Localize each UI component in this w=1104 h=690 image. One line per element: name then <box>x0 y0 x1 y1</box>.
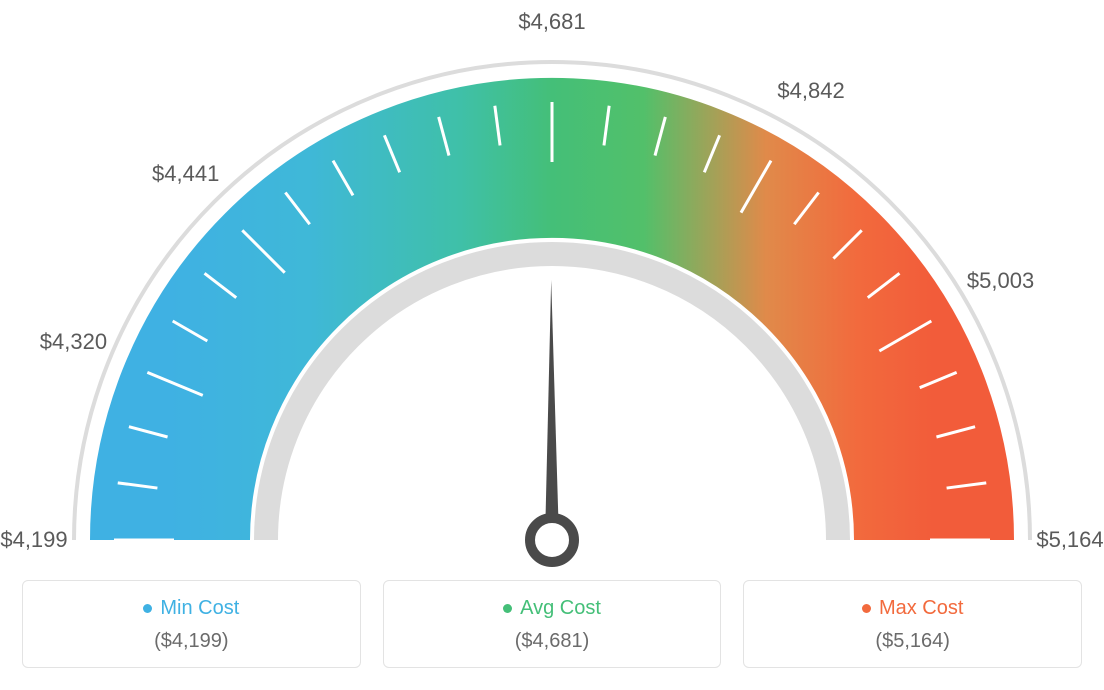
legend-title-max: Max Cost <box>862 597 963 620</box>
gauge-tick-label: $4,320 <box>40 329 107 355</box>
gauge-svg <box>22 20 1082 580</box>
gauge-tick-label: $4,199 <box>0 527 67 553</box>
gauge-tick-label: $4,681 <box>518 9 585 35</box>
gauge-tick-label: $5,164 <box>1036 527 1103 553</box>
legend-title-text: Max Cost <box>879 597 963 620</box>
gauge-tick-label: $4,441 <box>152 161 219 187</box>
legend-dot-avg <box>503 604 512 613</box>
gauge-tick-label: $4,842 <box>777 78 844 104</box>
gauge-chart: $4,199$4,320$4,441$4,681$4,842$5,003$5,1… <box>22 20 1082 580</box>
legend-value-min: ($4,199) <box>154 630 229 653</box>
legend-dot-max <box>862 604 871 613</box>
legend-value-avg: ($4,681) <box>515 630 590 653</box>
legend-title-text: Min Cost <box>160 597 239 620</box>
legend-card-min: Min Cost ($4,199) <box>22 580 361 668</box>
legend-dot-min <box>143 604 152 613</box>
gauge-hub <box>530 518 574 562</box>
legend-title-avg: Avg Cost <box>503 597 601 620</box>
legend-card-avg: Avg Cost ($4,681) <box>383 580 722 668</box>
gauge-tick-label: $5,003 <box>967 268 1034 294</box>
gauge-needle <box>545 280 559 540</box>
legend-row: Min Cost ($4,199) Avg Cost ($4,681) Max Cost… <box>22 580 1082 668</box>
legend-value-max: ($5,164) <box>875 630 950 653</box>
legend-card-max: Max Cost ($5,164) <box>743 580 1082 668</box>
legend-title-text: Avg Cost <box>520 597 601 620</box>
legend-title-min: Min Cost <box>143 597 239 620</box>
